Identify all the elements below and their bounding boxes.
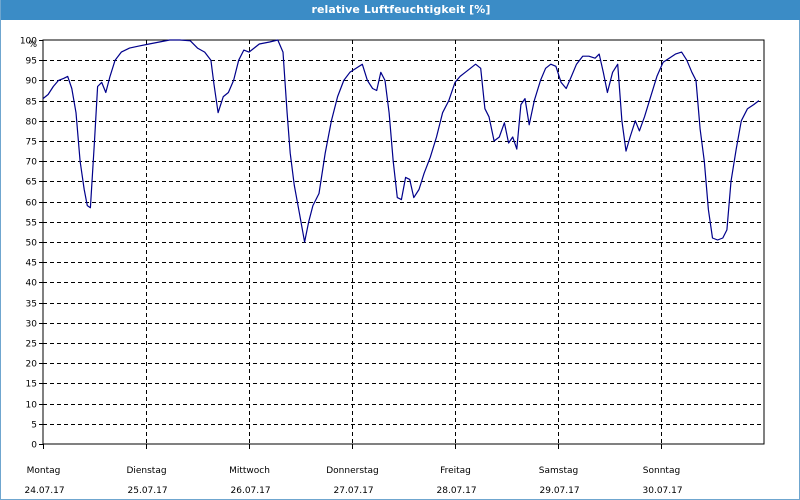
y-tick-label: 70 [26, 158, 38, 168]
x-tick-date-label: 27.07.17 [334, 486, 374, 496]
x-tick-date-label: 30.07.17 [643, 486, 683, 496]
y-tick-label: 55 [26, 219, 37, 229]
y-tick-label: 60 [26, 199, 38, 209]
y-tick-label: 0 [31, 441, 37, 451]
y-tick-label: 5 [31, 421, 37, 431]
y-tick-label: 85 [26, 98, 37, 108]
y-tick-label: 45 [26, 259, 37, 269]
x-tick-date-label: 28.07.17 [437, 486, 477, 496]
y-tick-label: 65 [26, 178, 37, 188]
y-tick-label: 100 [20, 37, 37, 47]
x-tick-day-label: Sonntag [643, 466, 680, 476]
y-tick-label: 40 [26, 279, 38, 289]
y-tick-label: 10 [26, 401, 38, 411]
humidity-chart: 0 5 10 15 20 25 30 35 40 45 50 55 60 65 70 75 80 85 90 95 10… [20, 37, 765, 496]
x-tick-date-label: 25.07.17 [128, 486, 168, 496]
humidity-series-line [42, 39, 760, 243]
plot-area: 0 5 10 15 20 25 30 35 40 45 50 55 60 65 70 75 80 85 90 95 10… [20, 37, 765, 496]
y-tick-label: 25 [26, 340, 37, 350]
x-tick-day-label: Dienstag [126, 466, 166, 476]
y-tick-label: 30 [26, 320, 38, 330]
y-tick-label: 80 [26, 118, 38, 128]
y-tick-label: 75 [26, 138, 37, 148]
x-tick-day-label: Mittwoch [229, 466, 270, 476]
y-tick-label: 50 [26, 239, 38, 249]
x-tick-day-label: Freitag [440, 466, 471, 476]
y-tick-label: 35 [26, 300, 37, 310]
y-tick-label: 20 [26, 360, 38, 370]
x-tick-day-label: Donnerstag [326, 466, 379, 476]
x-tick-date-label: 29.07.17 [540, 486, 580, 496]
x-tick-date-label: 24.07.17 [25, 486, 65, 496]
x-tick-day-label: Montag [27, 466, 61, 476]
x-tick-day-label: Samstag [539, 466, 578, 476]
x-tick-date-label: 26.07.17 [231, 486, 271, 496]
y-axis-label: % [28, 40, 37, 50]
y-tick-label: 90 [26, 77, 38, 87]
y-tick-label: 95 [26, 57, 37, 67]
chart-title: relative Luftfeuchtigkeit [%] [1, 0, 800, 20]
y-tick-label: 15 [26, 380, 37, 390]
